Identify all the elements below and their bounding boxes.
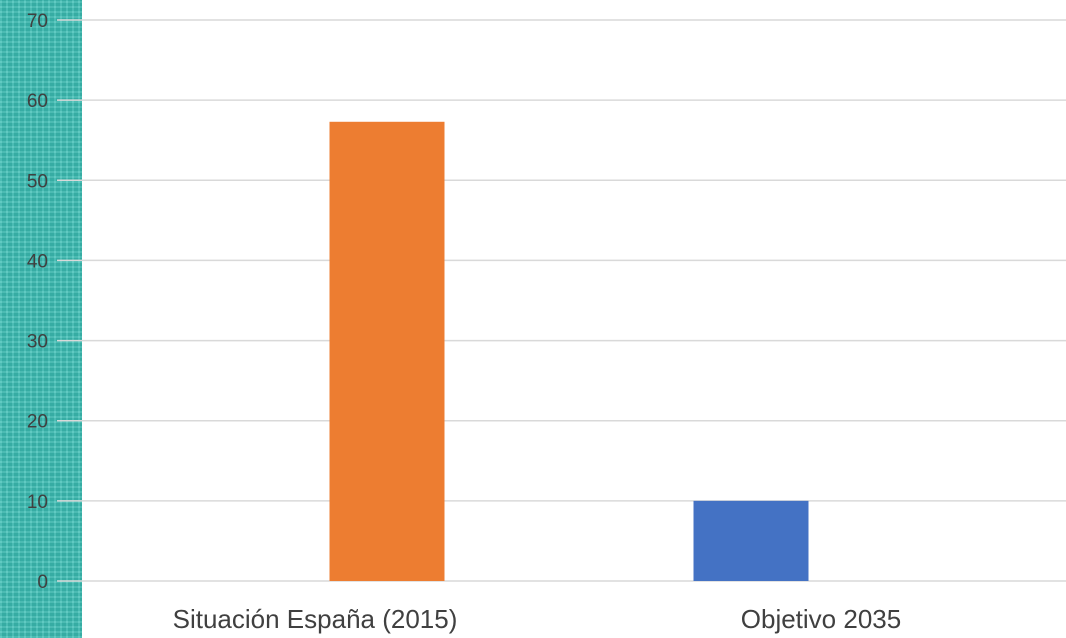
bar-2 [693, 500, 809, 581]
y-tick-label-20: 20 [27, 412, 48, 433]
y-tick-label-10: 10 [27, 492, 48, 513]
x-category-label-2: Objetivo 2035 [741, 604, 901, 634]
y-axis: 0 10 20 30 40 50 60 70 [27, 11, 48, 593]
x-category-label-1: Situación España (2015) [173, 604, 458, 634]
bar-1 [329, 121, 445, 581]
x-axis-labels: Situación España (2015) Objetivo 2035 [173, 604, 902, 634]
y-tick-label-40: 40 [27, 251, 48, 272]
bars [329, 121, 809, 581]
y-tick-label-30: 30 [27, 332, 48, 353]
decorative-side-strip [0, 0, 82, 638]
gridlines [57, 19, 1066, 582]
y-tick-label-0: 0 [37, 572, 48, 593]
y-tick-label-60: 60 [27, 91, 48, 112]
y-tick-label-50: 50 [27, 171, 48, 192]
y-tick-label-70: 70 [27, 11, 48, 32]
